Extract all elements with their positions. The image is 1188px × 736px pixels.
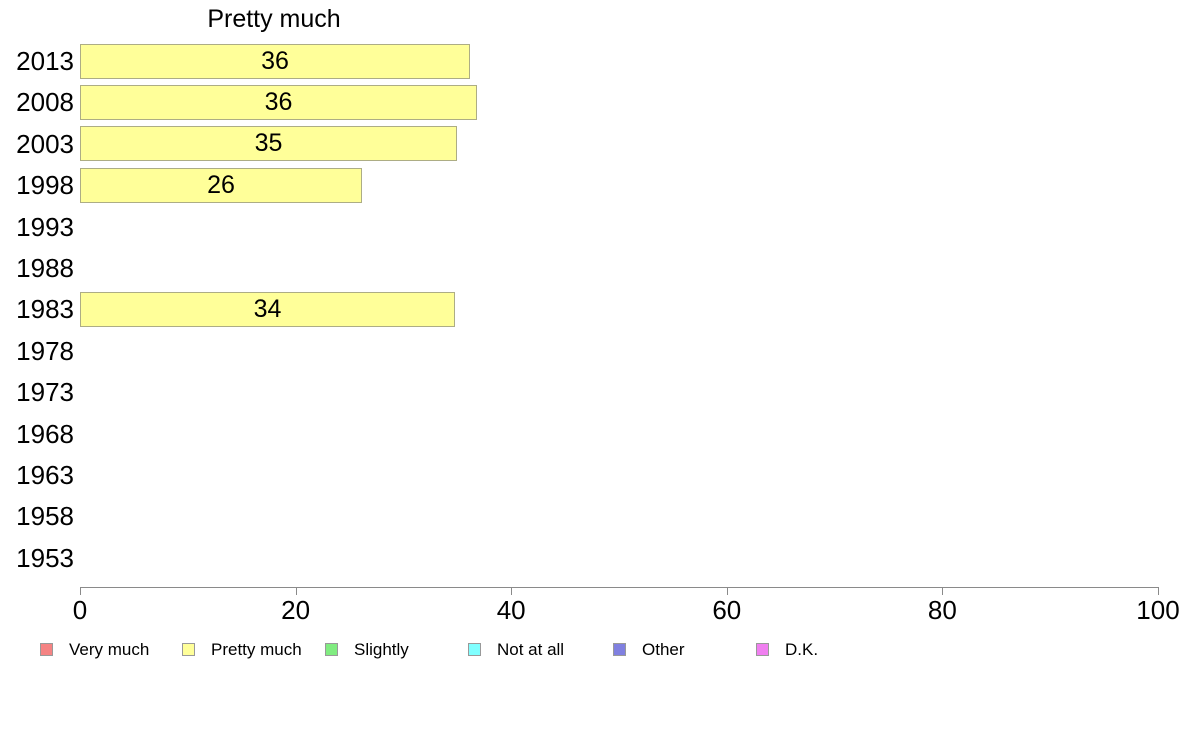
category-label: 2008 bbox=[16, 87, 74, 118]
legend-label: D.K. bbox=[785, 640, 819, 659]
bar: 35 bbox=[80, 126, 457, 162]
bar-value-label: 34 bbox=[253, 294, 282, 323]
legend-label: Pretty much bbox=[211, 640, 302, 659]
x-axis-tick-label: 60 bbox=[712, 595, 742, 625]
category-label: 2013 bbox=[16, 46, 74, 76]
category-label: 2003 bbox=[16, 128, 74, 159]
bar-value-label: 36 bbox=[264, 87, 293, 116]
x-axis-tick bbox=[511, 587, 513, 595]
bar: 36 bbox=[80, 84, 477, 120]
legend-swatch bbox=[756, 643, 769, 656]
bar: 36 bbox=[80, 43, 470, 79]
category-label: 1988 bbox=[16, 253, 74, 283]
category-label: 1983 bbox=[16, 294, 74, 325]
legend-label: Not at all bbox=[497, 640, 565, 659]
legend-item: Very much bbox=[40, 641, 149, 658]
legend-label: Very much bbox=[69, 640, 150, 659]
legend-swatch bbox=[325, 643, 338, 656]
category-label: 1993 bbox=[16, 211, 74, 242]
x-axis-tick-label: 20 bbox=[281, 595, 311, 625]
x-axis-tick bbox=[295, 587, 297, 595]
legend-swatch bbox=[40, 643, 53, 656]
category-label: 1973 bbox=[16, 377, 74, 408]
x-axis-tick-label: 0 bbox=[72, 595, 88, 625]
category-label: 1958 bbox=[16, 501, 74, 532]
x-axis-tick-label: 40 bbox=[496, 595, 526, 625]
legend-swatch bbox=[182, 643, 195, 656]
category-label: 1998 bbox=[16, 170, 74, 201]
legend-item: Slightly bbox=[325, 641, 409, 658]
bar: 34 bbox=[80, 291, 455, 327]
bar-value-label: 36 bbox=[261, 46, 289, 75]
x-axis-tick bbox=[80, 587, 81, 595]
legend-item: Pretty much bbox=[182, 641, 302, 658]
x-axis-tick bbox=[942, 587, 944, 595]
chart-title: Pretty much bbox=[207, 5, 341, 33]
x-axis-line bbox=[80, 587, 1158, 588]
x-axis-tick bbox=[726, 587, 728, 595]
legend-item: D.K. bbox=[756, 641, 818, 658]
x-axis-tick-label: 100 bbox=[1136, 595, 1180, 625]
bar-value-label: 35 bbox=[254, 129, 283, 158]
x-axis-tick-label: 80 bbox=[927, 595, 957, 625]
bar-value-label: 26 bbox=[207, 170, 235, 199]
bar: 26 bbox=[80, 167, 362, 203]
legend-swatch bbox=[613, 643, 626, 656]
legend-label: Other bbox=[642, 640, 685, 659]
category-label: 1953 bbox=[16, 542, 74, 573]
legend-item: Not at all bbox=[468, 641, 564, 658]
category-label: 1968 bbox=[16, 418, 74, 449]
x-axis-tick bbox=[1158, 587, 1159, 595]
legend-label: Slightly bbox=[354, 640, 409, 659]
legend-swatch bbox=[468, 643, 481, 656]
legend-item: Other bbox=[613, 641, 685, 658]
category-label: 1963 bbox=[16, 460, 74, 490]
category-label: 1978 bbox=[16, 335, 74, 366]
